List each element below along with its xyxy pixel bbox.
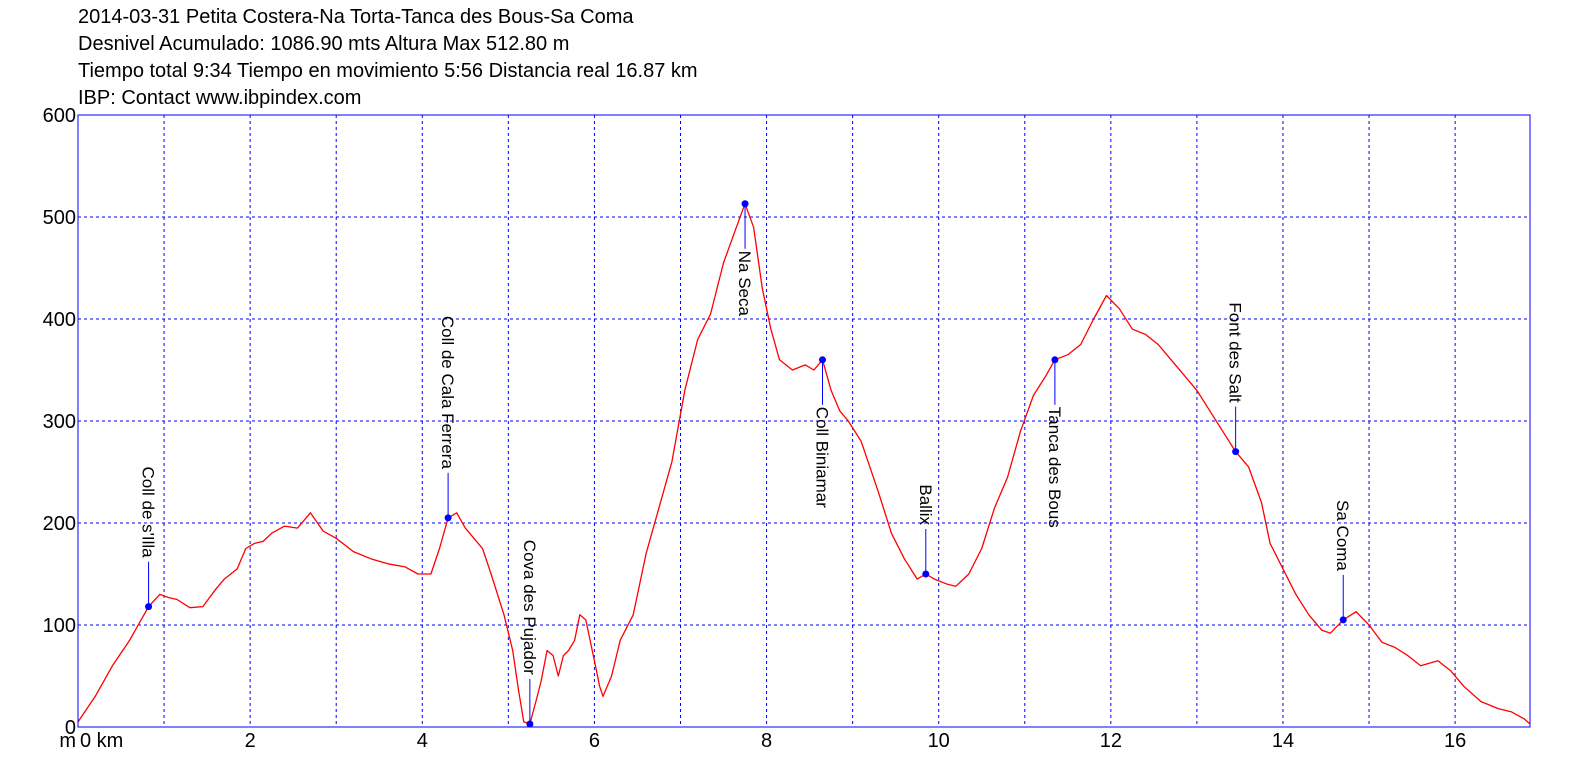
chart-header: 2014-03-31 Petita Costera-Na Torta-Tanca…	[78, 4, 698, 112]
grid-lines	[78, 115, 1530, 727]
waypoint-label: Coll de Cala Ferrera	[438, 316, 457, 470]
waypoint: Ballix	[916, 484, 935, 578]
waypoint: Font des Salt	[1226, 302, 1245, 456]
waypoint: Cova des Pujador	[520, 540, 539, 728]
waypoint-marker	[145, 603, 153, 611]
waypoint-marker	[819, 356, 827, 364]
x-axis-ticks: 0 km 2 4 6 8 10 12 14 16	[80, 730, 1466, 752]
y-axis-ticks: 0 100 200 300 400 500 600	[43, 105, 76, 739]
waypoint-marker	[922, 570, 930, 578]
elevation-line	[77, 203, 1531, 725]
waypoint-label: Font des Salt	[1226, 302, 1245, 402]
waypoint-label: Sa Coma	[1333, 500, 1352, 571]
waypoint-markers: Coll de s'Illa Coll de Cala Ferrera Cova d…	[139, 200, 1352, 728]
x-tick-label: 8	[761, 730, 772, 752]
y-tick-label: 0	[65, 717, 76, 739]
waypoint: Na Seca	[735, 200, 754, 316]
y-tick-label: 400	[43, 309, 76, 331]
elevation-series	[77, 203, 1531, 725]
x-tick-label: 10	[928, 730, 950, 752]
waypoint-label: Ballix	[916, 484, 935, 525]
waypoint: Coll de Cala Ferrera	[438, 316, 457, 522]
ibp-contact: IBP: Contact www.ibpindex.com	[78, 87, 362, 109]
waypoint-label: Coll Biniamar	[813, 407, 832, 508]
waypoint-label: Cova des Pujador	[520, 540, 539, 675]
waypoint: Tanca des Bous	[1045, 356, 1064, 528]
x-tick-label: 6	[589, 730, 600, 752]
chart-title: 2014-03-31 Petita Costera-Na Torta-Tanca…	[78, 6, 634, 28]
plot-frame	[77, 114, 1531, 728]
waypoint-label: Na Seca	[735, 251, 754, 317]
y-tick-label: 500	[43, 207, 76, 229]
elevation-summary: Desnivel Acumulado: 1086.90 mts Altura M…	[78, 33, 570, 55]
y-tick-label: 300	[43, 411, 76, 433]
y-axis-unit-label: m	[59, 730, 76, 752]
x-tick-label: 12	[1100, 730, 1122, 752]
x-tick-label: 14	[1272, 730, 1294, 752]
waypoint-marker	[526, 720, 534, 728]
x-tick-label: 4	[417, 730, 428, 752]
waypoint-label: Tanca des Bous	[1045, 407, 1064, 528]
y-tick-label: 100	[43, 615, 76, 637]
time-distance-summary: Tiempo total 9:34 Tiempo en movimiento 5…	[78, 60, 698, 82]
waypoint: Sa Coma	[1333, 500, 1352, 624]
waypoint-marker	[741, 200, 749, 208]
y-tick-label: 200	[43, 513, 76, 535]
waypoint: Coll Biniamar	[813, 356, 832, 508]
waypoint-marker	[1051, 356, 1059, 364]
waypoint: Coll de s'Illa	[139, 467, 158, 611]
waypoint-label: Coll de s'Illa	[139, 467, 158, 559]
waypoint-marker	[1232, 448, 1240, 456]
x-tick-label: 2	[245, 730, 256, 752]
y-tick-label: 600	[43, 105, 76, 127]
x-tick-label: 16	[1444, 730, 1466, 752]
x-tick-label: 0 km	[80, 730, 123, 752]
waypoint-marker	[444, 514, 452, 522]
waypoint-marker	[1339, 616, 1347, 624]
